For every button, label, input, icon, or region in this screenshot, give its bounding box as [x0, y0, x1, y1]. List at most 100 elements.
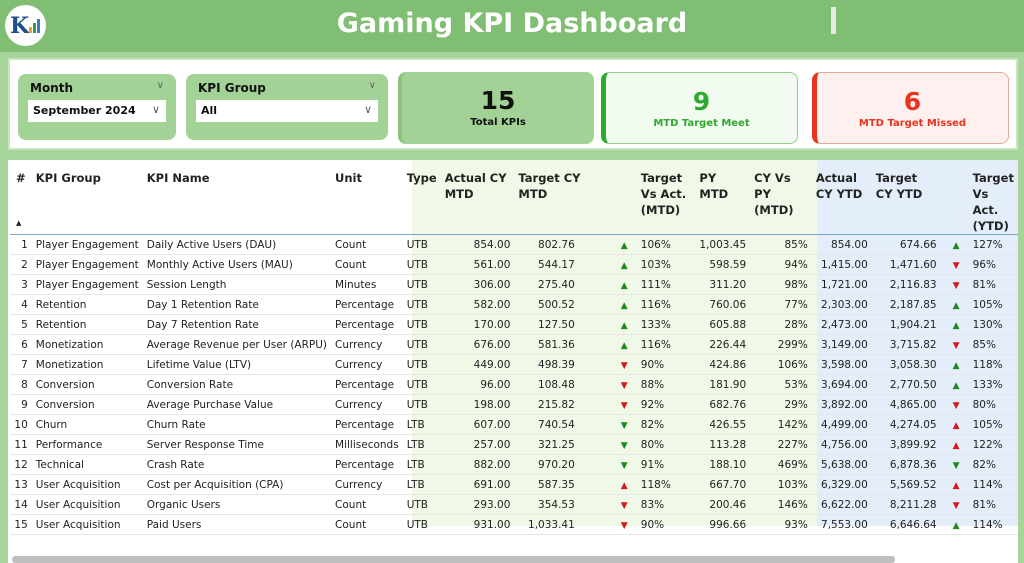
column-header[interactable]: Type	[402, 160, 441, 235]
arrow-down-icon: ▼	[620, 400, 628, 411]
percent-value: 133%	[640, 318, 671, 331]
column-header[interactable]: Target CY YTD	[871, 160, 941, 235]
cy-vs-py-mtd-cell: 28%	[750, 314, 812, 335]
table-row[interactable]: 8 Conversion Conversion Rate Percentage UTB 9…	[10, 374, 1018, 395]
header: K Gaming KPI Dashboard	[0, 0, 1024, 52]
chevron-down-icon[interactable]: ∨	[156, 80, 164, 91]
column-header[interactable]: Target Vs Act. (MTD)	[608, 160, 696, 235]
column-header[interactable]: CY Vs PY (MTD)	[750, 160, 812, 235]
target-vs-act-ytd-cell: ▼ 80%	[940, 394, 1018, 415]
actual-cy-ytd-cell: 5,638.00	[811, 454, 872, 475]
py-mtd-cell: 181.90	[695, 374, 751, 395]
arrow-down-icon: ▼	[952, 260, 960, 271]
percent-value: 103%	[640, 258, 671, 271]
percent-value: 105%	[972, 418, 1003, 431]
column-header[interactable]: PY MTD	[695, 160, 751, 235]
unit-cell: Currency	[331, 354, 403, 375]
arrow-up-icon: ▲	[952, 240, 960, 251]
percent-value: 118%	[640, 478, 671, 491]
table-row[interactable]: 14 User Acquisition Organic Users Count UTB 2…	[10, 494, 1018, 515]
table-row[interactable]: 6 Monetization Average Revenue per User (A…	[10, 334, 1018, 355]
column-header[interactable]: Target Vs Act. (YTD)	[940, 160, 1018, 235]
target-cy-ytd-cell: 6,646.64	[871, 514, 941, 535]
table-row[interactable]: 4 Retention Day 1 Retention Rate Percentage…	[10, 294, 1018, 315]
table-row[interactable]: 3 Player Engagement Session Length Minutes U…	[10, 274, 1018, 295]
percent-value: 82%	[972, 458, 996, 471]
table-row[interactable]: 13 User Acquisition Cost per Acquisition (…	[10, 474, 1018, 495]
actual-cy-ytd-cell: 3,694.00	[811, 374, 872, 395]
column-header-label: Target Vs Act. (YTD)	[972, 171, 1014, 233]
column-header[interactable]: Actual CY MTD	[440, 160, 515, 235]
kpi-group-label: KPI Group	[198, 81, 266, 95]
target-cy-mtd-cell: 215.82	[514, 394, 609, 415]
unit-cell: Count	[331, 514, 403, 535]
scroll-handle[interactable]	[831, 7, 836, 34]
arrow-up-icon: ▲	[952, 520, 960, 531]
unit-cell: Currency	[331, 394, 403, 415]
table-row[interactable]: 9 Conversion Average Purchase Value Currenc…	[10, 394, 1018, 415]
type-cell: LTB	[402, 474, 441, 495]
py-mtd-cell: 188.10	[695, 454, 751, 475]
arrow-down-icon: ▼	[952, 280, 960, 291]
type-cell: UTB	[402, 314, 441, 335]
kpi-group-cell: Performance	[31, 434, 143, 455]
sort-ascending-icon[interactable]: ▲	[16, 219, 22, 227]
type-cell: UTB	[402, 254, 441, 275]
table-row[interactable]: 1 Player Engagement Daily Active Users (DA…	[10, 234, 1018, 255]
py-mtd-cell: 996.66	[695, 514, 751, 535]
column-header[interactable]: Actual CY YTD	[811, 160, 872, 235]
column-header[interactable]: Target CY MTD	[514, 160, 609, 235]
row-number: 9	[10, 394, 32, 415]
row-number: 8	[10, 374, 32, 395]
chevron-down-icon[interactable]: ∨	[368, 80, 376, 91]
table-row[interactable]: 12 Technical Crash Rate Percentage LTB 882.00…	[10, 454, 1018, 475]
actual-cy-ytd-cell: 4,499.00	[811, 414, 872, 435]
percent-value: 80%	[640, 438, 665, 451]
kpi-name-cell: Conversion Rate	[142, 374, 332, 395]
target-vs-act-ytd-cell: ▲ 122%	[940, 434, 1018, 455]
svg-text:K: K	[10, 13, 30, 39]
percent-value: 88%	[640, 378, 665, 391]
percent-value: 81%	[972, 278, 996, 291]
target-vs-act-mtd-cell: ▲ 116%	[608, 334, 696, 355]
actual-cy-mtd-cell: 449.00	[440, 354, 515, 375]
column-header[interactable]: # ▲	[10, 160, 32, 235]
percent-value: 105%	[972, 298, 1003, 311]
table-row[interactable]: 7 Monetization Lifetime Value (LTV) Currenc…	[10, 354, 1018, 375]
target-cy-ytd-cell: 674.66	[871, 234, 941, 255]
month-dropdown[interactable]: September 2024 ∨	[28, 100, 166, 122]
table-row[interactable]: 15 User Acquisition Paid Users Count UTB 931.…	[10, 514, 1018, 535]
target-cy-mtd-cell: 802.76	[514, 234, 609, 255]
actual-cy-ytd-cell: 3,892.00	[811, 394, 872, 415]
table-row[interactable]: 5 Retention Day 7 Retention Rate Percentage…	[10, 314, 1018, 335]
py-mtd-cell: 682.76	[695, 394, 751, 415]
column-header[interactable]: Unit	[331, 160, 403, 235]
type-cell: UTB	[402, 514, 441, 535]
column-header[interactable]: KPI Group	[31, 160, 143, 235]
kpi-group-dropdown[interactable]: All ∨	[196, 100, 378, 122]
target-cy-mtd-cell: 740.54	[514, 414, 609, 435]
cy-vs-py-mtd-cell: 146%	[750, 494, 812, 515]
actual-cy-ytd-cell: 4,756.00	[811, 434, 872, 455]
target-cy-ytd-cell: 3,715.82	[871, 334, 941, 355]
cy-vs-py-mtd-cell: 53%	[750, 374, 812, 395]
actual-cy-ytd-cell: 6,622.00	[811, 494, 872, 515]
arrow-down-icon: ▼	[620, 520, 628, 531]
target-cy-ytd-cell: 4,865.00	[871, 394, 941, 415]
arrow-up-icon: ▲	[952, 300, 960, 311]
row-number: 3	[10, 274, 32, 295]
arrow-up-icon: ▲	[952, 320, 960, 331]
percent-value: 111%	[640, 278, 671, 291]
table-row[interactable]: 2 Player Engagement Monthly Active Users (…	[10, 254, 1018, 275]
column-header-label: KPI Name	[146, 171, 210, 185]
kpi-group-cell: Monetization	[31, 334, 143, 355]
column-header[interactable]: KPI Name	[142, 160, 332, 235]
type-cell: UTB	[402, 334, 441, 355]
row-number: 5	[10, 314, 32, 335]
table-row[interactable]: 10 Churn Churn Rate Percentage LTB 607.00 740.…	[10, 414, 1018, 435]
horizontal-scrollbar[interactable]	[12, 556, 895, 563]
table-row[interactable]: 11 Performance Server Response Time Millise…	[10, 434, 1018, 455]
target-vs-act-ytd-cell: ▼ 96%	[940, 254, 1018, 275]
arrow-down-icon: ▼	[952, 460, 960, 471]
mtd-target-meet-card: 9 MTD Target Meet	[601, 72, 798, 144]
